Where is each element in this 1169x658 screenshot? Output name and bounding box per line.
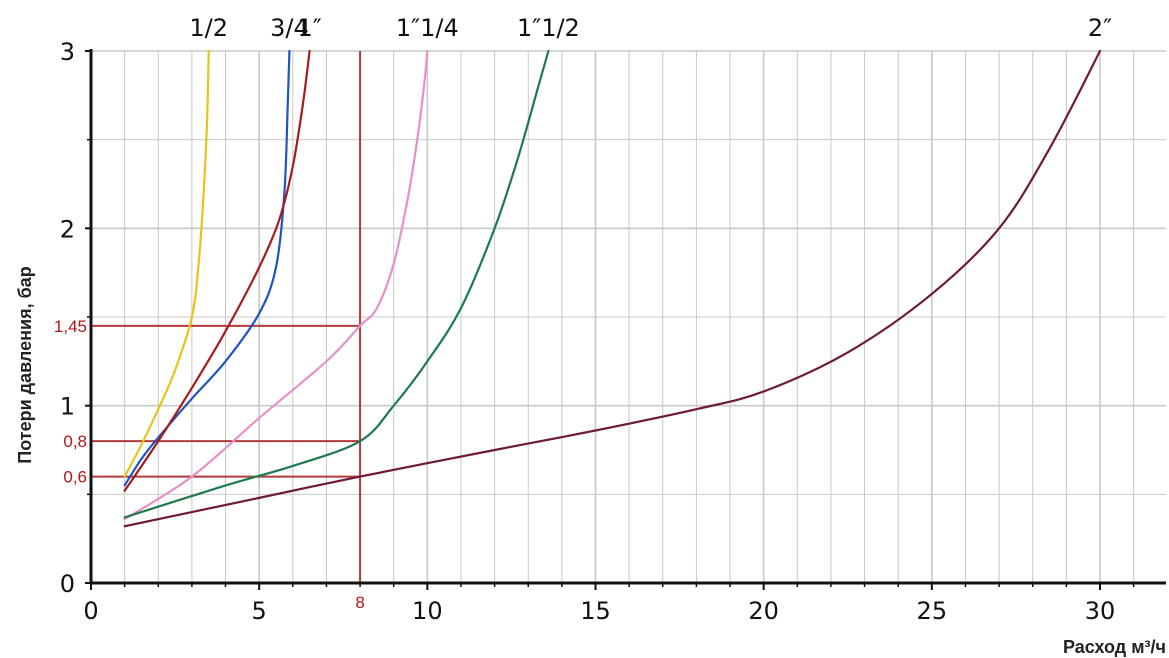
y-tick-label: 1 xyxy=(60,393,75,421)
x-tick-label: 30 xyxy=(1085,597,1116,625)
series-line-2 xyxy=(123,49,311,492)
reference-y-label: 0,8 xyxy=(63,432,87,451)
grid xyxy=(91,50,1166,583)
series-label-2: 1″ xyxy=(297,14,321,42)
reference-lines: 1,45 0,8 0,6 8 xyxy=(54,51,365,612)
reference-x-label: 8 xyxy=(355,593,364,612)
x-axis-title: Расход м³/ч xyxy=(1063,637,1166,657)
series-line-4 xyxy=(123,49,550,519)
x-tick-label: 25 xyxy=(917,597,948,625)
series-label-3: 1″1/4 xyxy=(396,14,459,42)
axes: 0 5 10 15 20 25 30 0 1 2 3 xyxy=(60,38,1166,625)
series-line-1 xyxy=(123,49,291,487)
reference-y-label: 0,6 xyxy=(63,468,87,487)
x-tick-label: 15 xyxy=(580,597,611,625)
x-tick-label: 5 xyxy=(252,597,267,625)
series-label-0: 1/2 xyxy=(189,14,228,42)
x-tick-label: 10 xyxy=(412,597,443,625)
series-label-5: 2″ xyxy=(1088,14,1112,42)
series-line-0 xyxy=(123,49,210,478)
reference-y-label: 1,45 xyxy=(54,317,87,336)
series-label-4: 1″1/2 xyxy=(517,14,580,42)
y-tick-label: 0 xyxy=(60,570,75,598)
x-tick-label: 0 xyxy=(83,597,98,625)
y-axis-title: Потери давления, бар xyxy=(15,266,35,463)
x-tick-label: 20 xyxy=(748,597,779,625)
y-tick-label: 2 xyxy=(60,215,75,243)
labels: Расход м³/ч Потери давления, бар xyxy=(15,266,1166,657)
series-label-1: 3/4 xyxy=(270,14,309,42)
series-line-5 xyxy=(123,49,1102,528)
series-group: 1/2 3/41″ 1″1/4 1″1/2 2″ xyxy=(123,14,1112,528)
y-tick-label: 3 xyxy=(60,38,75,66)
series-line-3 xyxy=(123,49,429,521)
